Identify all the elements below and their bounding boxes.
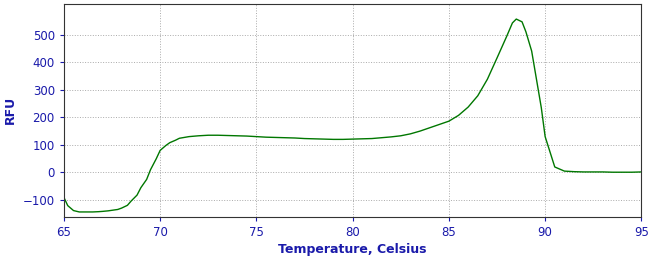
X-axis label: Temperature, Celsius: Temperature, Celsius xyxy=(278,243,427,256)
Y-axis label: RFU: RFU xyxy=(4,96,17,125)
